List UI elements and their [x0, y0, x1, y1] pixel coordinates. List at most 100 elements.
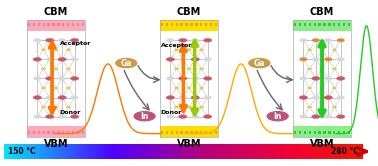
Circle shape — [70, 77, 79, 80]
Bar — [68, 144, 70, 159]
Bar — [57, 23, 60, 26]
Text: CBM: CBM — [310, 7, 334, 17]
Bar — [62, 131, 65, 134]
Bar — [250, 144, 252, 159]
Bar — [270, 144, 271, 159]
Bar — [9, 144, 10, 159]
Circle shape — [33, 96, 42, 99]
Bar — [109, 144, 111, 159]
Bar — [127, 144, 129, 159]
Bar — [171, 23, 173, 26]
Circle shape — [199, 49, 204, 51]
Bar — [66, 144, 68, 159]
Bar — [210, 131, 212, 134]
Text: In: In — [273, 112, 282, 121]
Bar — [345, 144, 347, 159]
Bar — [180, 23, 183, 26]
Bar — [313, 23, 316, 26]
Bar — [316, 144, 318, 159]
Bar — [168, 144, 169, 159]
Bar — [298, 144, 300, 159]
Circle shape — [34, 77, 41, 80]
Circle shape — [58, 77, 66, 80]
Bar — [11, 144, 12, 159]
Circle shape — [312, 39, 320, 42]
Bar — [5, 144, 6, 159]
Bar — [232, 144, 234, 159]
Bar — [36, 144, 38, 159]
Bar — [198, 144, 199, 159]
Circle shape — [41, 49, 46, 51]
Bar — [161, 144, 162, 159]
Bar — [147, 144, 149, 159]
Circle shape — [167, 115, 174, 118]
Bar — [213, 144, 215, 159]
Text: Ga: Ga — [254, 59, 265, 68]
Bar — [199, 144, 200, 159]
Bar — [84, 144, 85, 159]
Bar — [160, 31, 218, 126]
Bar — [315, 144, 316, 159]
Bar — [136, 144, 138, 159]
Bar — [53, 144, 54, 159]
Bar — [228, 144, 229, 159]
Circle shape — [300, 115, 307, 118]
Bar — [205, 131, 207, 134]
Bar — [38, 131, 40, 134]
Bar — [85, 144, 87, 159]
Circle shape — [66, 106, 71, 108]
Bar — [50, 144, 52, 159]
Bar — [112, 144, 113, 159]
Bar — [118, 144, 119, 159]
Text: VBM: VBM — [44, 139, 68, 149]
Text: Donor: Donor — [60, 110, 81, 115]
Bar — [93, 144, 95, 159]
Bar — [39, 144, 40, 159]
Bar — [304, 144, 306, 159]
Circle shape — [312, 96, 320, 99]
Bar — [140, 144, 142, 159]
Bar — [289, 144, 290, 159]
Bar — [105, 144, 107, 159]
Bar — [6, 144, 8, 159]
Circle shape — [46, 115, 54, 119]
Bar — [47, 131, 50, 134]
Bar — [49, 144, 51, 159]
Circle shape — [312, 58, 320, 61]
Bar — [182, 144, 184, 159]
Bar — [95, 144, 96, 159]
Bar — [40, 144, 41, 159]
Circle shape — [324, 115, 332, 118]
Bar — [285, 144, 287, 159]
Bar — [313, 131, 316, 134]
Circle shape — [116, 58, 137, 68]
Circle shape — [71, 96, 78, 99]
Bar — [180, 131, 183, 134]
Bar — [358, 144, 359, 159]
Bar — [82, 131, 84, 134]
Circle shape — [203, 39, 212, 42]
Circle shape — [300, 39, 307, 42]
Bar — [332, 144, 333, 159]
Bar — [349, 144, 350, 159]
Bar — [276, 144, 277, 159]
Bar — [81, 144, 82, 159]
Bar — [65, 144, 67, 159]
Bar — [296, 144, 297, 159]
Bar — [323, 131, 326, 134]
Circle shape — [54, 87, 58, 89]
Circle shape — [66, 68, 71, 70]
Bar — [301, 144, 302, 159]
Bar — [144, 144, 146, 159]
Bar — [184, 144, 186, 159]
Bar — [45, 144, 46, 159]
Bar — [293, 126, 352, 137]
Bar — [267, 144, 269, 159]
Bar — [321, 144, 322, 159]
Bar — [280, 144, 282, 159]
Circle shape — [324, 58, 332, 61]
Bar — [107, 144, 108, 159]
Bar — [246, 144, 247, 159]
Circle shape — [46, 77, 54, 80]
Bar — [287, 144, 289, 159]
